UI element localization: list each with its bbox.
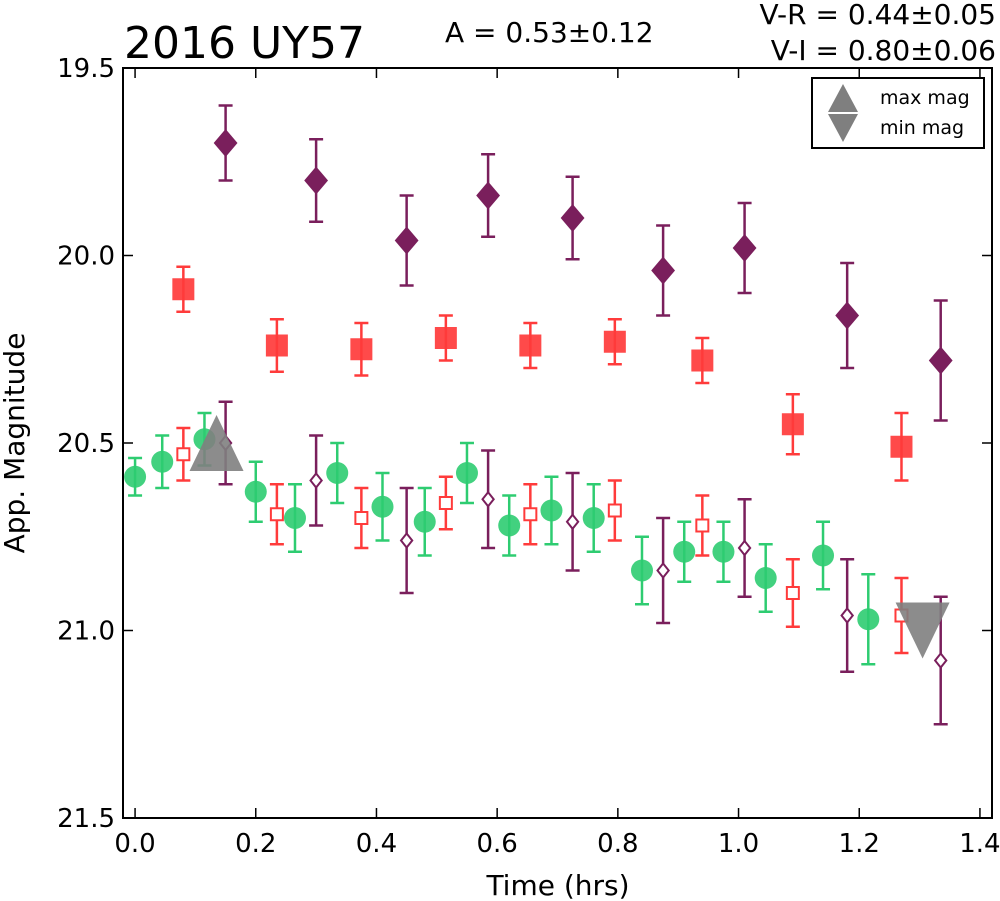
circle-point [540,499,563,522]
circle-point [812,544,835,567]
circle-point [754,567,777,589]
x-tick-label: 0.8 [597,829,638,859]
y-tick-label: 20.5 [57,429,115,459]
circle-point [124,465,147,488]
open-square-point [269,507,284,522]
circle-point [673,540,696,563]
square-point [434,327,457,349]
open-diamond-point [309,471,323,490]
circle-point [712,540,735,563]
color-index-vr: V-R = 0.44±0.05 [760,0,996,31]
x-tick-label: 1.4 [959,829,1000,859]
open-diamond-point [565,513,580,531]
data-marks [124,104,953,726]
axis-ticks: 0.0 0.2 0.4 0.6 0.8 1.0 1.2 1.4 19.5 20.0 20.5 21.0… [57,54,1000,859]
diamond-point [394,226,419,255]
x-tick-label: 1.0 [718,829,759,859]
color-index-vi: V-I = 0.80±0.06 [771,34,996,67]
y-tick-label: 20.0 [57,242,115,272]
square-point [781,413,804,436]
min-mag-marker [895,602,950,659]
open-square-point [176,447,191,462]
open-square-point [354,511,369,525]
y-tick-label: 21.0 [57,617,115,647]
amplitude-label: A = 0.53±0.12 [445,16,654,49]
legend: max mag min mag [811,77,985,149]
x-tick-label: 0.4 [356,829,397,859]
diamond-point [835,301,860,330]
diamond-point [213,129,238,157]
square-point [890,435,913,458]
open-diamond-point [933,651,948,670]
x-axis-label: Time (hrs) [485,869,629,901]
open-diamond-point [481,490,495,508]
legend-min-mag-label: min mag [880,117,964,139]
square-point [350,338,373,361]
chart-title: 2016 UY57 [124,18,365,69]
circle-point [244,480,267,503]
square-point [519,334,542,357]
square-point [691,349,714,372]
open-square-point [695,518,710,533]
circle-point [498,514,521,537]
square-point [603,330,626,353]
circle-point [630,559,653,582]
y-tick-label: 21.5 [57,804,115,834]
open-diamond-point [737,539,752,557]
open-diamond-point [656,561,670,580]
y-tick-label: 19.5 [57,54,115,84]
open-diamond-point [840,606,855,625]
open-diamond-point [399,531,414,550]
diamond-point [928,346,953,375]
circle-point [455,462,478,484]
diamond-point [560,204,585,232]
circle-point [582,507,605,529]
circle-point [857,608,880,631]
open-square-point [607,503,622,518]
diamond-point [476,181,501,210]
circle-point [413,510,436,533]
diamond-point [732,234,757,262]
plot-frame [122,67,993,819]
open-square-point [523,507,538,522]
y-axis-label: App. Magnitude [0,333,31,554]
max-mag-marker [189,415,244,471]
circle-point [326,462,349,484]
legend-min-mag-marker [828,114,858,142]
diamond-point [651,256,676,285]
circle-point [371,495,394,518]
open-square-point [438,496,453,510]
x-tick-label: 0.2 [235,829,276,859]
legend-max-mag-marker [828,84,858,112]
open-square-point [785,586,800,600]
circle-point [283,507,306,529]
square-point [172,278,195,301]
legend-max-mag-label: max mag [880,87,970,109]
x-tick-label: 0.0 [114,829,155,859]
x-tick-label: 0.6 [476,829,517,859]
square-point [265,334,288,357]
circle-point [151,450,174,473]
diamond-point [304,166,329,195]
x-tick-label: 1.2 [839,829,880,859]
